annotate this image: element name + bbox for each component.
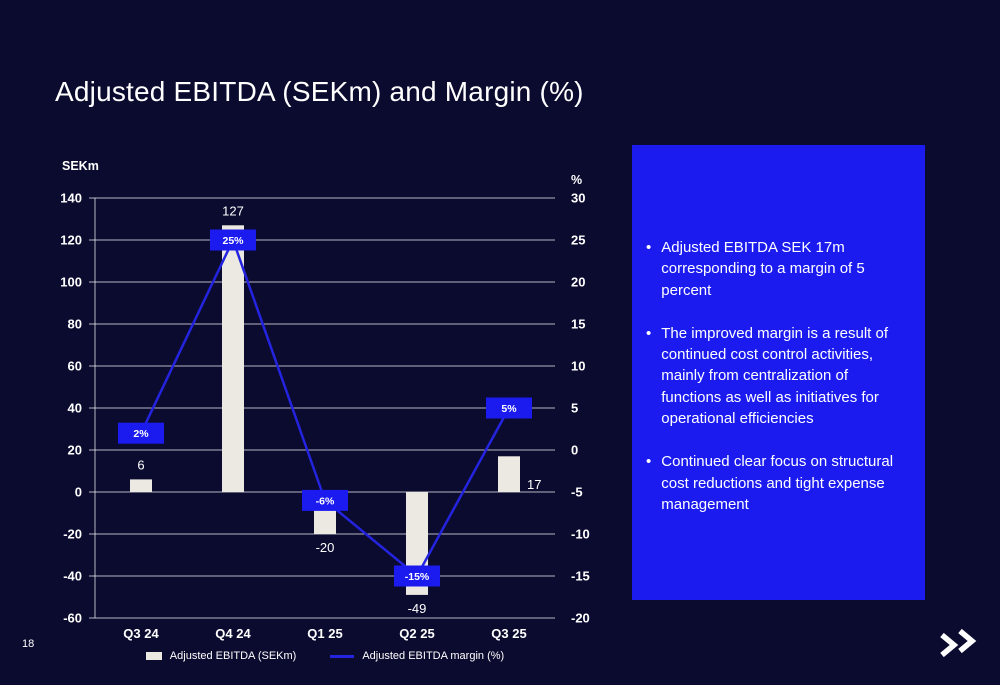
right-axis-tick: -10 bbox=[571, 527, 590, 542]
left-axis-tick: -60 bbox=[63, 611, 82, 626]
bar-value-label: 17 bbox=[527, 477, 541, 492]
ebitda-bar bbox=[498, 456, 520, 492]
legend-item-ebitda: Adjusted EBITDA (SEKm) bbox=[145, 650, 297, 662]
category-label: Q2 25 bbox=[399, 626, 434, 641]
margin-label-box bbox=[302, 489, 348, 511]
legend-label-ebitda: Adjusted EBITDA (SEKm) bbox=[169, 650, 297, 662]
category-label: Q3 24 bbox=[123, 626, 159, 641]
bar-value-label: 127 bbox=[222, 203, 244, 218]
legend-item-margin: Adjusted EBITDA margin (%) bbox=[330, 650, 504, 662]
margin-label: -15% bbox=[405, 571, 430, 583]
margin-label: 2% bbox=[133, 428, 149, 440]
margin-label-box bbox=[394, 565, 440, 587]
double-chevron-logo-icon bbox=[940, 628, 977, 658]
category-label: Q3 25 bbox=[491, 626, 526, 641]
margin-label: 5% bbox=[501, 403, 517, 415]
right-axis-unit: % bbox=[571, 173, 582, 187]
legend-label-margin: Adjusted EBITDA margin (%) bbox=[362, 650, 505, 662]
highlights-panel: • Adjusted EBITDA SEK 17m corresponding … bbox=[632, 145, 925, 600]
left-axis-unit: SEKm bbox=[62, 159, 99, 173]
bullet-text: Adjusted EBITDA SEK 17m corresponding to… bbox=[661, 239, 865, 299]
left-axis-tick: -20 bbox=[63, 527, 82, 542]
chart-legend: Adjusted EBITDA (SEKm) Adjusted EBITDA m… bbox=[95, 650, 555, 662]
right-axis-tick: 20 bbox=[571, 275, 585, 290]
right-axis-tick: -20 bbox=[571, 611, 590, 626]
bullet-icon: • bbox=[646, 239, 652, 256]
ebitda-margin-chart: 140 120 100 80 60 40 20 0 -20 -40 -60 30 25 20 15 10 5 0 -… bbox=[60, 159, 590, 641]
left-axis-tick: 140 bbox=[60, 191, 82, 206]
line-swatch bbox=[330, 654, 355, 658]
bar-value-label: -49 bbox=[408, 601, 427, 616]
right-axis-tick: -5 bbox=[571, 485, 583, 500]
list-item: • Continued clear focus on structural co… bbox=[646, 451, 899, 515]
bullet-icon: • bbox=[646, 453, 652, 471]
right-axis-tick: 15 bbox=[571, 317, 585, 332]
left-axis-tick: 120 bbox=[60, 233, 82, 248]
bullet-text: The improved margin is a result of conti… bbox=[661, 324, 889, 428]
page-title: Adjusted EBITDA (SEKm) and Margin (%) bbox=[55, 76, 584, 107]
left-axis-tick: -40 bbox=[63, 569, 82, 584]
right-axis-tick: 5 bbox=[571, 401, 578, 416]
ebitda-bar bbox=[222, 225, 244, 493]
bar-value-label: 6 bbox=[137, 457, 144, 472]
page-number: 18 bbox=[22, 638, 35, 650]
left-axis-tick: 0 bbox=[75, 485, 82, 500]
right-axis-tick: 10 bbox=[571, 359, 585, 374]
bullet-icon: • bbox=[646, 324, 652, 342]
list-item: • Adjusted EBITDA SEK 17m corresponding … bbox=[646, 237, 899, 301]
left-axis-tick: 100 bbox=[60, 275, 82, 290]
margin-label-box bbox=[486, 397, 532, 419]
ebitda-bar bbox=[130, 479, 152, 492]
highlights-list: • Adjusted EBITDA SEK 17m corresponding … bbox=[646, 237, 899, 515]
right-axis-tick: -15 bbox=[571, 569, 590, 584]
right-axis-tick: 0 bbox=[571, 443, 578, 458]
margin-label-box bbox=[210, 229, 256, 251]
bar-swatch bbox=[145, 652, 162, 660]
bullet-text: Continued clear focus on structural cost… bbox=[661, 453, 894, 513]
left-axis-tick: 20 bbox=[68, 443, 82, 458]
right-axis-tick: 30 bbox=[571, 191, 585, 206]
margin-label: -6% bbox=[316, 495, 335, 507]
left-axis-tick: 60 bbox=[68, 359, 82, 374]
list-item: • The improved margin is a result of con… bbox=[646, 323, 899, 429]
category-label: Q1 25 bbox=[307, 626, 342, 641]
bar-value-label: -20 bbox=[316, 540, 335, 555]
right-axis-tick: 25 bbox=[571, 233, 585, 248]
left-axis-tick: 40 bbox=[68, 401, 82, 416]
category-label: Q4 24 bbox=[215, 626, 251, 641]
margin-label-box bbox=[118, 422, 164, 444]
left-axis-tick: 80 bbox=[68, 317, 82, 332]
margin-label: 25% bbox=[222, 235, 244, 247]
